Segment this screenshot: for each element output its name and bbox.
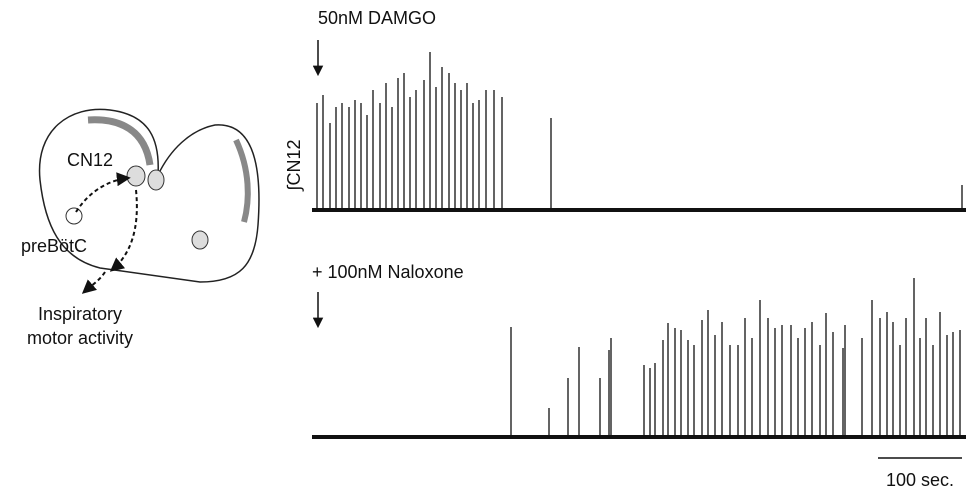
y-label: ∫CN12 (284, 140, 304, 193)
label: CN12 (67, 150, 113, 170)
scale-label: 100 sec. (886, 470, 954, 490)
label: Inspiratory (38, 304, 122, 324)
condition-label: 50nM DAMGO (318, 8, 436, 28)
slice-diagram: CN12 preBötC Inspiratory motor activity (21, 108, 260, 348)
spike-trace (510, 278, 961, 437)
arrow (109, 189, 138, 272)
tract (87, 116, 154, 166)
nucleus (126, 165, 146, 187)
spike-trace (316, 52, 963, 210)
label: preBötC (21, 236, 87, 256)
arrow (75, 172, 131, 213)
prebotc-circle (65, 207, 83, 225)
arrow (81, 271, 106, 294)
nucleus (147, 169, 165, 191)
label: motor activity (27, 328, 133, 348)
nucleus (191, 230, 209, 250)
tract (233, 138, 251, 223)
slice-outline (38, 108, 260, 283)
condition-label: + 100nM Naloxone (312, 262, 464, 282)
